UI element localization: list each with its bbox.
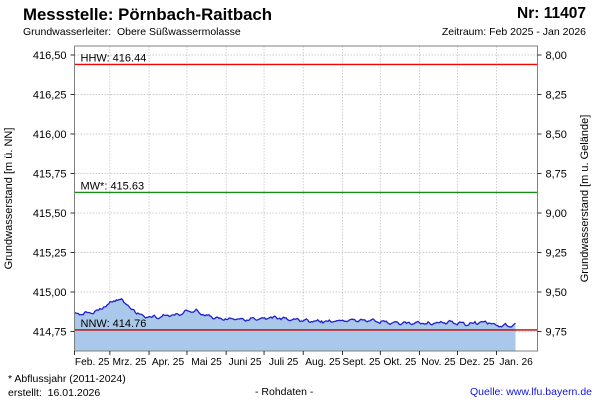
svg-text:416,00: 416,00 bbox=[33, 129, 67, 141]
svg-text:Sept. 25: Sept. 25 bbox=[342, 357, 380, 368]
svg-text:8,00: 8,00 bbox=[546, 50, 567, 62]
svg-text:8,50: 8,50 bbox=[546, 129, 567, 141]
svg-text:415,25: 415,25 bbox=[33, 248, 67, 260]
svg-text:Juni 25: Juni 25 bbox=[229, 357, 262, 368]
svg-text:9,50: 9,50 bbox=[546, 287, 567, 299]
svg-text:415,50: 415,50 bbox=[33, 208, 67, 220]
svg-text:Jan. 26: Jan. 26 bbox=[499, 357, 533, 368]
svg-text:Feb. 25: Feb. 25 bbox=[75, 357, 110, 368]
svg-text:Nov. 25: Nov. 25 bbox=[421, 357, 456, 368]
svg-text:9,25: 9,25 bbox=[546, 248, 567, 260]
svg-text:HHW: 416.44: HHW: 416.44 bbox=[81, 52, 147, 64]
svg-text:Grundwasserstand [m ü. NN]: Grundwasserstand [m ü. NN] bbox=[3, 128, 15, 270]
svg-text:416,50: 416,50 bbox=[33, 50, 67, 62]
svg-text:MW*: 415.63: MW*: 415.63 bbox=[81, 180, 145, 192]
svg-text:9,75: 9,75 bbox=[546, 327, 567, 339]
svg-text:Apr. 25: Apr. 25 bbox=[152, 357, 185, 368]
svg-text:8,25: 8,25 bbox=[546, 90, 567, 102]
svg-text:414,75: 414,75 bbox=[33, 327, 67, 339]
svg-text:415,75: 415,75 bbox=[33, 169, 67, 181]
svg-text:9,00: 9,00 bbox=[546, 208, 567, 220]
svg-text:NNW: 414.76: NNW: 414.76 bbox=[81, 318, 147, 330]
svg-text:Okt. 25: Okt. 25 bbox=[383, 357, 416, 368]
svg-text:Mrz. 25: Mrz. 25 bbox=[112, 357, 146, 368]
svg-text:8,75: 8,75 bbox=[546, 169, 567, 181]
svg-text:415,00: 415,00 bbox=[33, 287, 67, 299]
svg-text:Aug. 25: Aug. 25 bbox=[305, 357, 340, 368]
svg-text:Grundwasserstand [m u. Gelände: Grundwasserstand [m u. Gelände] bbox=[579, 115, 591, 283]
svg-text:Dez. 25: Dez. 25 bbox=[459, 357, 494, 368]
svg-text:416,25: 416,25 bbox=[33, 90, 67, 102]
svg-text:Juli 25: Juli 25 bbox=[269, 357, 299, 368]
svg-text:Mai 25: Mai 25 bbox=[191, 357, 222, 368]
